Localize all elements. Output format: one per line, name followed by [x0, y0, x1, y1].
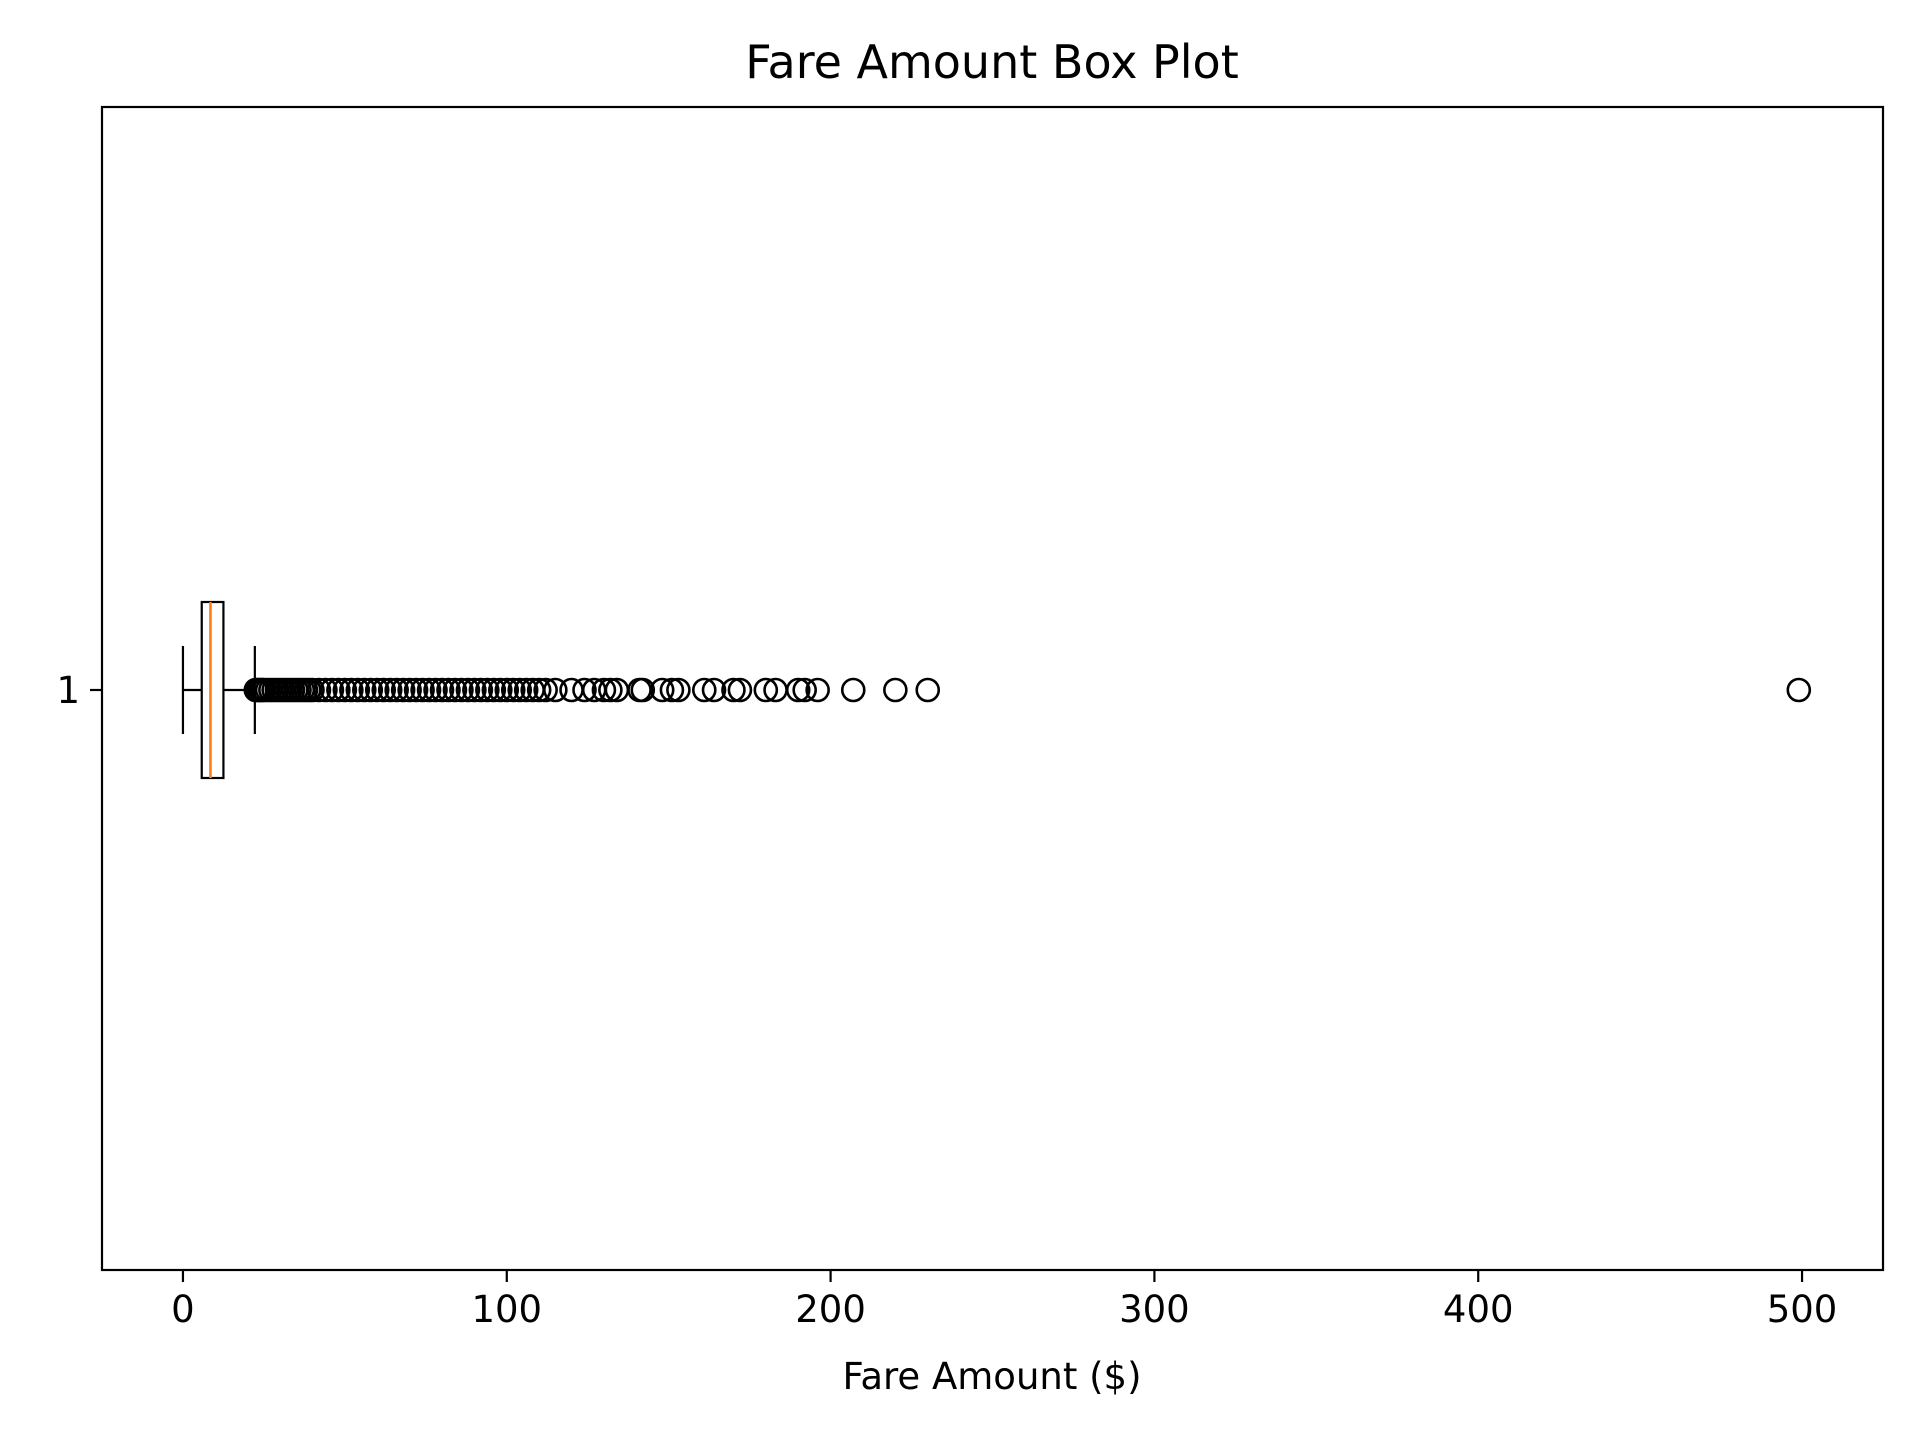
outlier-point — [436, 677, 461, 703]
outlier-point — [840, 677, 866, 703]
outlier-point — [630, 677, 656, 703]
x-tick-label: 0 — [171, 1288, 195, 1331]
outlier-point — [384, 677, 409, 703]
outlier-point — [753, 677, 779, 703]
plot-area — [181, 600, 1812, 780]
x-axis-label: Fare Amount ($) — [842, 1355, 1141, 1398]
outlier-point — [377, 677, 403, 703]
outlier-point — [468, 677, 494, 703]
outlier-point — [371, 677, 397, 703]
outlier-point — [805, 677, 830, 703]
x-tick-label: 300 — [1119, 1288, 1190, 1331]
x-tick-label: 200 — [795, 1288, 866, 1331]
plot-frame — [100, 105, 1885, 1272]
outlier-point — [313, 677, 338, 703]
outlier-point — [397, 677, 422, 703]
outlier-point — [494, 677, 520, 703]
outlier-point — [785, 677, 811, 703]
outlier-point — [410, 677, 435, 703]
x-tick-label: 100 — [471, 1288, 542, 1331]
outlier-point — [345, 677, 371, 703]
outlier-point — [727, 677, 753, 703]
outlier-point — [332, 677, 358, 703]
outlier-point — [339, 677, 364, 703]
outlier-point — [533, 677, 558, 703]
outlier-point — [513, 677, 539, 703]
outlier-point — [915, 677, 941, 703]
axes: 1 0 100 200 300 400 500 — [56, 669, 1837, 1331]
outlier-point — [649, 677, 675, 703]
outlier-point — [526, 677, 552, 703]
outlier-point — [792, 677, 817, 703]
outlier-point — [543, 677, 568, 703]
box-group-1 — [181, 600, 1812, 780]
x-tick-label: 500 — [1767, 1288, 1838, 1331]
outlier-point — [306, 677, 332, 703]
outlier-point — [666, 677, 691, 703]
outlier-point — [319, 677, 345, 703]
outlier-point — [598, 677, 623, 703]
outlier-point — [507, 677, 533, 703]
outlier-point — [364, 677, 390, 703]
outlier-point — [300, 677, 325, 703]
outlier-point — [659, 677, 685, 703]
outlier-point — [487, 677, 513, 703]
outlier-point — [721, 677, 746, 703]
y-tick-label: 1 — [56, 669, 80, 712]
outlier-point — [429, 677, 455, 703]
outlier-point — [475, 677, 500, 703]
outlier-point — [416, 677, 442, 703]
outlier-point — [572, 677, 597, 703]
outlier-point — [455, 677, 481, 703]
outlier-point — [403, 677, 429, 703]
iqr-box — [200, 600, 225, 780]
outlier-point — [883, 677, 908, 703]
outlier-point — [449, 677, 474, 703]
x-tick-label: 400 — [1443, 1288, 1514, 1331]
outlier-point — [358, 677, 384, 703]
outlier-point — [390, 677, 416, 703]
outlier-point — [500, 677, 526, 703]
outlier-point — [1786, 677, 1812, 703]
outlier-point — [692, 677, 717, 703]
outlier-point — [442, 677, 468, 703]
outlier-point — [701, 677, 727, 703]
outlier-point — [351, 677, 377, 703]
outlier-point — [326, 677, 351, 703]
outlier-point — [423, 677, 448, 703]
outlier-point — [462, 677, 487, 703]
outlier-point — [591, 677, 617, 703]
chart-title: Fare Amount Box Plot — [745, 35, 1238, 89]
outlier-point — [481, 677, 507, 703]
